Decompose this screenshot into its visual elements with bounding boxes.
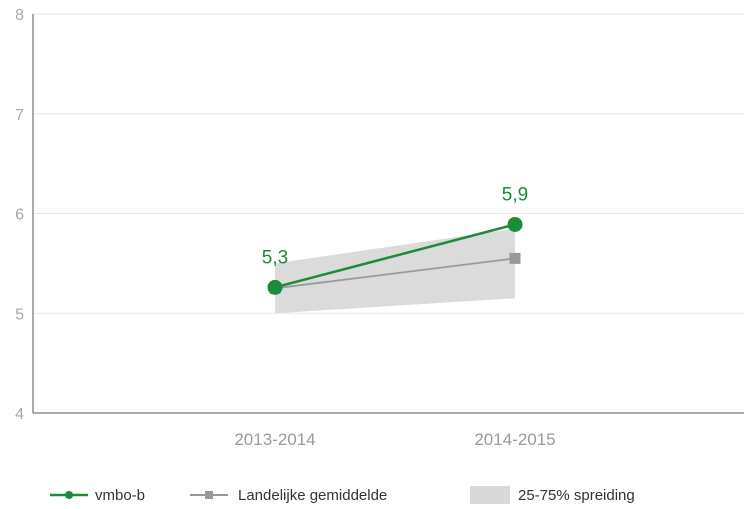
y-axis-ticks: 4 5 6 7 8 [15, 7, 24, 423]
series-line-vmbo-b [274, 223, 516, 289]
spread-band-area [275, 228, 515, 314]
legend-label-vmbo-b: vmbo-b [95, 487, 145, 504]
data-labels: 5,3 5,9 [262, 184, 528, 268]
data-point-vmbo-b[interactable] [267, 279, 283, 295]
series-line-landelijke-gemiddelde [274, 257, 516, 290]
x-tick-label: 2013-2014 [234, 430, 315, 449]
series-layer [267, 216, 523, 295]
data-label: 5,3 [262, 247, 288, 268]
legend-swatch-spreiding [470, 486, 510, 504]
legend-item-spreiding[interactable]: 25-75% spreiding [470, 486, 635, 504]
data-point-vmbo-b[interactable] [507, 216, 523, 232]
y-tick-label: 6 [15, 207, 24, 224]
legend-label-spreiding: 25-75% spreiding [518, 487, 635, 504]
x-axis-ticks: 2013-2014 2014-2015 [234, 430, 555, 449]
y-tick-label: 4 [15, 406, 24, 423]
y-tick-label: 8 [15, 7, 24, 24]
spread-band [275, 228, 515, 314]
data-label: 5,9 [502, 184, 528, 205]
y-tick-label: 7 [15, 107, 24, 124]
legend: vmbo-b Landelijke gemiddelde 25-75% spre… [50, 486, 635, 504]
gridlines [33, 13, 744, 314]
legend-label-landelijke-gemiddelde: Landelijke gemiddelde [238, 487, 387, 504]
data-point-landelijke-gemiddelde[interactable] [509, 252, 521, 264]
legend-item-landelijke-gemiddelde[interactable]: Landelijke gemiddelde [190, 487, 387, 504]
x-tick-label: 2014-2015 [474, 430, 555, 449]
legend-marker-vmbo-b [65, 491, 73, 499]
y-tick-label: 5 [15, 306, 24, 323]
legend-item-vmbo-b[interactable]: vmbo-b [50, 487, 145, 504]
legend-marker-landelijke-gemiddelde [205, 491, 213, 499]
